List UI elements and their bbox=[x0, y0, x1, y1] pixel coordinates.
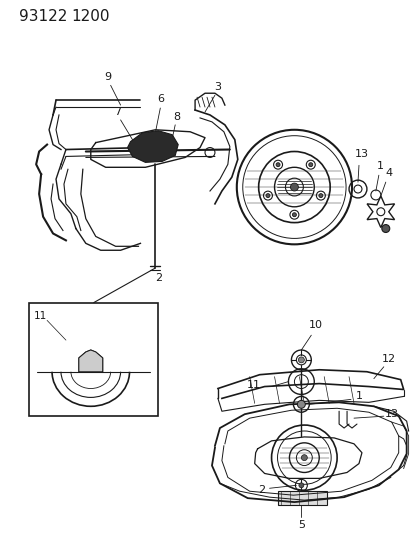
Text: 3: 3 bbox=[214, 82, 221, 92]
Circle shape bbox=[290, 183, 298, 191]
Text: 11: 11 bbox=[246, 379, 260, 390]
Text: 13: 13 bbox=[354, 149, 368, 159]
Text: 7: 7 bbox=[114, 107, 121, 117]
Text: 8: 8 bbox=[173, 112, 180, 122]
Circle shape bbox=[381, 224, 389, 232]
Circle shape bbox=[265, 193, 269, 198]
Text: 4: 4 bbox=[384, 168, 392, 178]
Circle shape bbox=[292, 213, 296, 217]
Circle shape bbox=[308, 163, 312, 167]
Text: 1: 1 bbox=[355, 391, 362, 401]
Text: 5: 5 bbox=[297, 520, 304, 530]
Circle shape bbox=[298, 357, 304, 363]
Text: 93122: 93122 bbox=[19, 9, 67, 25]
Circle shape bbox=[298, 483, 303, 488]
Text: 13: 13 bbox=[384, 409, 398, 419]
Text: 12: 12 bbox=[381, 354, 395, 364]
Circle shape bbox=[297, 400, 305, 408]
Text: 2: 2 bbox=[257, 485, 265, 495]
Text: 10: 10 bbox=[309, 320, 323, 330]
Text: 6: 6 bbox=[157, 94, 164, 104]
Bar bbox=[29, 303, 158, 416]
Text: 11: 11 bbox=[34, 311, 47, 320]
Bar bbox=[277, 491, 326, 505]
Text: 9: 9 bbox=[104, 72, 111, 83]
Text: 1200: 1200 bbox=[71, 9, 109, 25]
Polygon shape bbox=[127, 131, 178, 163]
Circle shape bbox=[318, 193, 322, 198]
Circle shape bbox=[301, 455, 306, 461]
Polygon shape bbox=[78, 350, 102, 372]
Text: 1: 1 bbox=[375, 161, 382, 171]
Circle shape bbox=[275, 163, 279, 167]
Text: 2: 2 bbox=[154, 273, 161, 283]
